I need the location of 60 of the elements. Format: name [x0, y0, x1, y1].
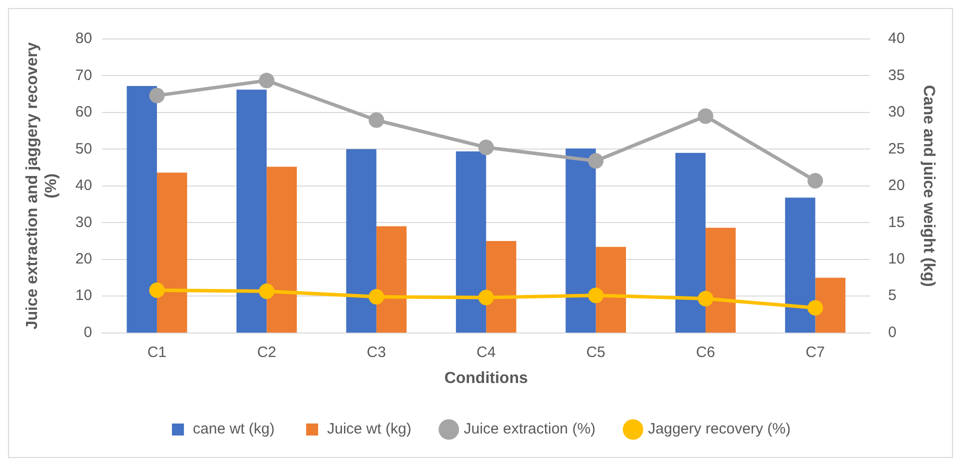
y-tick-label: 50	[75, 140, 92, 158]
y2-tick-label: 5	[888, 287, 896, 304]
y-tick-label: 30	[75, 214, 92, 231]
point	[698, 108, 714, 124]
y2-tick-label: 25	[888, 140, 905, 158]
y-tick-label: 10	[75, 287, 92, 304]
point	[588, 153, 604, 169]
bar	[706, 228, 736, 333]
y2-axis-title: Cane and juice weight (kg)	[920, 84, 937, 287]
y2-tick-label: 0	[888, 324, 896, 341]
x-tick-label: C5	[586, 344, 606, 361]
legend-label: Jaggery recovery (%)	[648, 420, 791, 438]
point	[478, 140, 494, 156]
point	[368, 112, 384, 128]
x-tick-label: C6	[696, 344, 716, 361]
bar	[236, 90, 267, 333]
bar	[456, 151, 486, 333]
point	[478, 290, 494, 306]
y2-tick-label: 30	[888, 104, 905, 121]
bar	[376, 226, 407, 333]
legend-label: Juice wt (kg)	[327, 420, 412, 438]
bar	[126, 86, 157, 333]
bar	[486, 240, 516, 333]
bar	[346, 149, 376, 333]
point	[808, 300, 824, 316]
y2-tick-label: 20	[888, 177, 905, 194]
point	[698, 290, 714, 306]
x-tick-label: C4	[476, 344, 496, 361]
x-tick-label: C7	[806, 344, 825, 361]
point	[368, 289, 384, 305]
bar	[596, 246, 626, 333]
point	[258, 284, 274, 300]
point	[808, 173, 824, 189]
y-axis-title: Juice extraction and jaggery recovery (%)	[24, 42, 60, 330]
y-tick-label: 0	[84, 324, 92, 341]
y2-tick-label: 10	[888, 250, 905, 268]
bar	[566, 148, 596, 333]
point	[149, 88, 165, 104]
bar	[675, 152, 706, 333]
y-tick-label: 60	[75, 104, 92, 121]
y2-tick-label: 40	[888, 30, 905, 48]
x-tick-label: C2	[257, 344, 276, 361]
y2-tick-label: 15	[888, 214, 905, 231]
legend-label: cane wt (kg)	[192, 420, 275, 438]
point	[149, 282, 165, 298]
x-tick-label: C3	[366, 344, 386, 361]
point	[588, 288, 604, 304]
y-tick-label: 80	[75, 30, 92, 48]
y-tick-label: 20	[75, 250, 92, 268]
bar	[156, 172, 188, 333]
x-axis-title: Conditions	[444, 370, 528, 387]
point	[258, 72, 274, 88]
legend-label: Juice extraction (%)	[464, 420, 596, 438]
y-tick-label: 70	[75, 66, 92, 84]
y2-tick-label: 35	[888, 66, 905, 84]
x-tick-label: C1	[147, 344, 167, 361]
bar	[785, 198, 816, 333]
y-tick-label: 40	[75, 177, 92, 194]
bar	[266, 166, 297, 333]
bar	[815, 278, 846, 333]
